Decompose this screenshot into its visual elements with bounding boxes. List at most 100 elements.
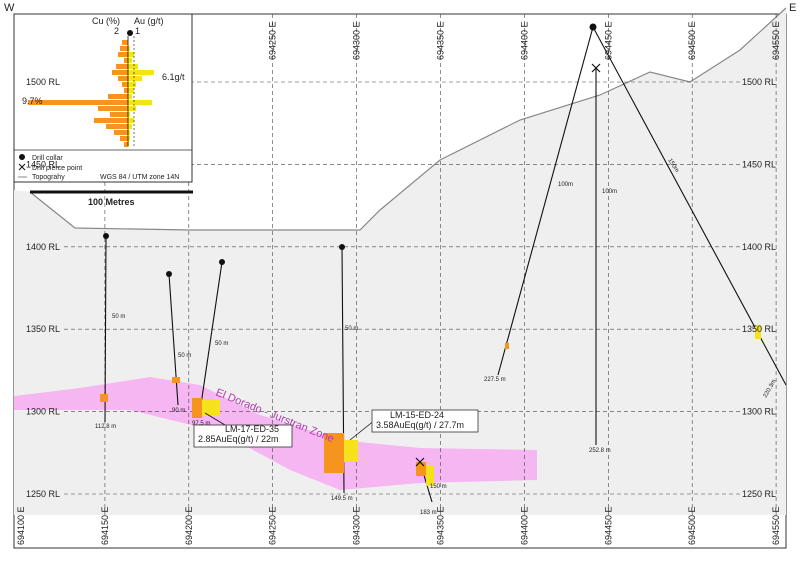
rl-label: 1250 RL [26,489,60,499]
au-bar [128,58,132,63]
easting-label: 694200 E [184,506,194,545]
drill-collar [339,244,345,250]
au-bar [128,112,130,117]
assay [192,398,202,418]
depth-label: 150 m [430,484,447,490]
easting-label: 694100 E [16,506,26,545]
depth-label: 50 m [215,341,228,347]
west-label: W [4,2,15,14]
au-bar [128,142,129,147]
rl-label: 1300 RL [742,407,776,417]
callout-result: 2.85AuEq(g/t) / 22m [198,434,279,444]
au-bar [128,124,132,129]
au-bar [128,94,132,99]
drill-collar [166,271,172,277]
rl-label: 1400 RL [742,242,776,252]
easting-label: 694300 E [352,506,362,545]
rl-label: 1400 RL [26,242,60,252]
au-bar [128,76,142,81]
cu-bar [124,88,128,93]
assay [344,440,358,462]
legend-cu-axis: Cu (%) [92,16,120,26]
drill-collar [103,233,109,239]
leader [204,412,226,426]
rl-label: 1300 RL [26,407,60,417]
drill-trace [198,261,223,419]
assay [100,394,108,402]
au-bar [128,100,152,105]
easting-label: 694500 E [687,21,697,60]
pierce-point [415,63,601,467]
callout-result: 3.58AuEq(g/t) / 27.7m [376,420,464,430]
rl-label: 1450 RL [26,159,60,169]
rl-label: 1500 RL [742,77,776,87]
au-bar [128,70,154,75]
legend-cu-tick: 2 [114,26,119,36]
legend-pierce [18,163,26,171]
callout-box [371,409,479,433]
depth-label: 90 m [172,408,185,414]
easting-label: 694300 E [352,21,362,60]
easting-label: 694550 E [771,21,781,60]
easting-label: 694400 E [519,21,529,60]
assay [324,433,344,473]
callout-box [193,424,293,448]
topography [29,7,787,231]
easting-label: 694450 E [603,506,613,545]
cu-bar [98,106,128,111]
cu-bar [122,40,128,45]
east-label: E [789,2,796,14]
assay [426,466,434,486]
drill-trace [497,26,594,376]
legend-histogram [28,40,154,147]
au-bar [128,88,134,93]
cu-bar [118,76,128,81]
assay [416,462,426,476]
drill-trace [592,26,787,386]
labels: 694100 E 694150 E 694200 E 694250 E 694250 E… [16,21,781,545]
depth-label: 50 m [112,314,125,320]
easting-label: 694550 E [771,506,781,545]
projection: WGS 84 / UTM zone 14N [100,174,179,181]
depth-label: 50 m [345,326,358,332]
au-bar [128,64,138,69]
cu-bar [120,46,128,51]
depth-label: 227.5 m [484,377,506,383]
legend-cu-max: 9.7% [22,96,43,106]
ground [14,8,786,515]
cu-bar [94,118,128,123]
assay [202,400,220,416]
callout-hole: LM-17-ED-35 [225,424,279,434]
au-bar [128,130,130,135]
depth-label: 97.5 m [192,421,210,427]
au-bar [128,118,134,123]
collar-icon [127,30,133,36]
cu-bar [124,58,128,63]
cu-bar [110,112,128,117]
au-bar [128,106,136,111]
callout: LM-15-ED-24 3.58AuEq(g/t) / 27.7m [349,409,479,441]
depth-label: 183 m [420,510,437,516]
easting-label: 694250 E [268,506,278,545]
assay [172,377,180,383]
depth-label: 100m [602,189,617,195]
cu-bar [118,52,128,57]
collars [103,23,601,467]
cu-bar [112,70,128,75]
legend-au-tick: 1 [135,26,140,36]
au-bar [128,82,136,87]
drill-trace [104,235,107,423]
legend-box [13,13,193,183]
easting-label: 694400 E [519,506,529,545]
au-bar [128,46,130,51]
rl-label: 1450 RL [742,159,776,169]
scale-label: 100 Metres [88,197,135,207]
cu-bar [108,94,128,99]
depth-label: 100m [558,182,573,188]
cu-bar [122,82,128,87]
cu-bar [116,64,128,69]
au-bar [128,136,130,141]
cu-bar [120,136,128,141]
easting-label: 694250 E [268,21,278,60]
